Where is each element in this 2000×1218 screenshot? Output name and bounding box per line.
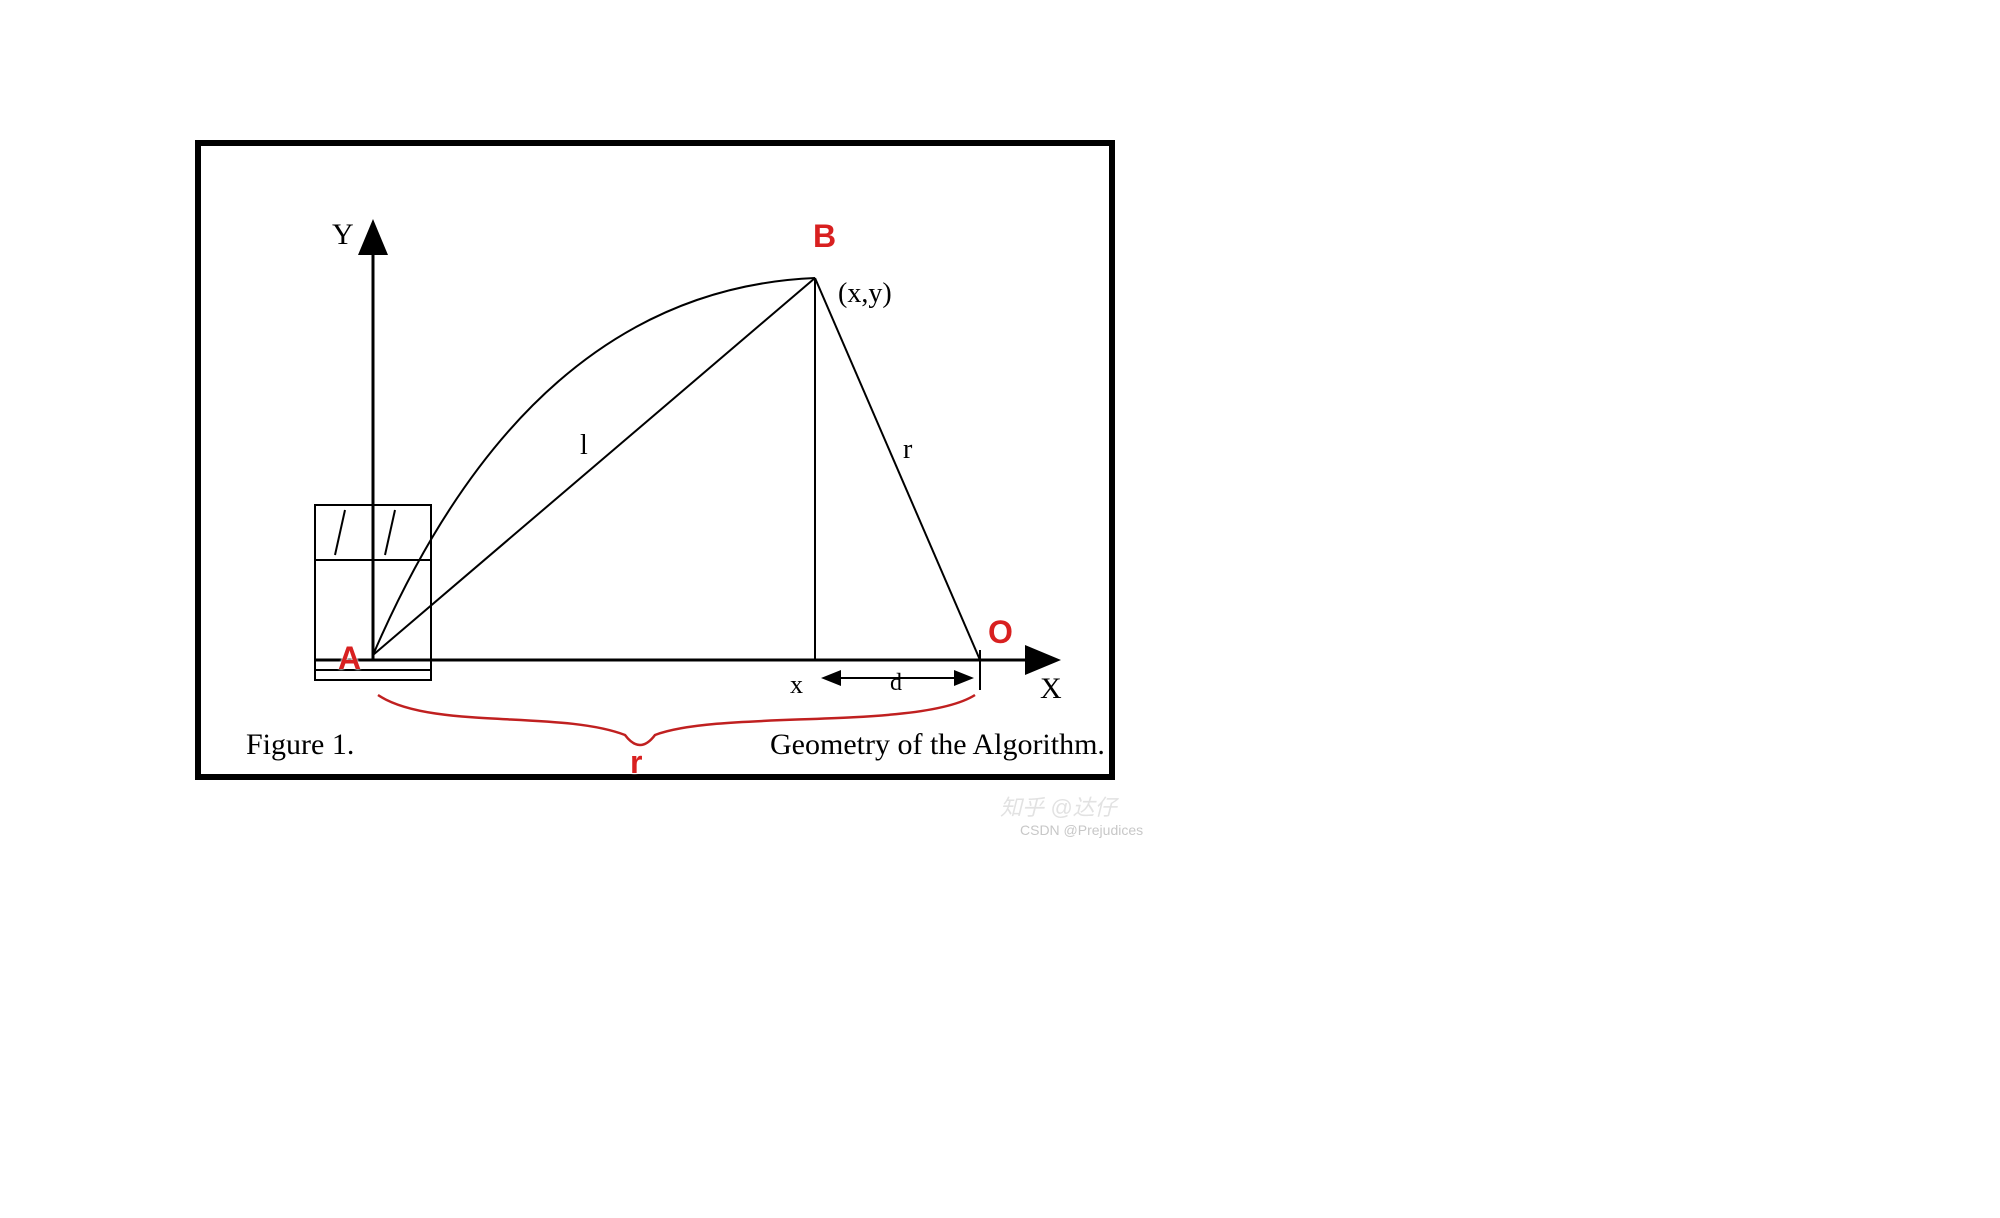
vehicle-inner-3: [385, 510, 395, 555]
caption-right: Geometry of the Algorithm.: [770, 728, 1105, 762]
coord-label: (x,y): [838, 278, 892, 310]
point-o-label: O: [988, 614, 1013, 651]
d-label: d: [890, 670, 902, 697]
point-b-label: B: [813, 218, 836, 255]
y-axis-label: Y: [332, 218, 354, 252]
line-l: [373, 278, 815, 655]
r-label: r: [903, 434, 912, 466]
line-r: [815, 278, 980, 660]
watermark-zhihu: 知乎 @达仔: [1000, 790, 1116, 822]
caption-left: Figure 1.: [246, 728, 354, 762]
watermark-csdn: CSDN @Prejudices: [1020, 822, 1143, 838]
point-a-label: A: [338, 640, 361, 677]
brace-label: r: [630, 744, 642, 781]
x-tick-label: x: [790, 670, 803, 700]
vehicle-inner-2: [335, 510, 345, 555]
diagram-svg: [0, 0, 2000, 1218]
x-axis-label: X: [1040, 672, 1062, 706]
l-label: l: [580, 430, 588, 462]
